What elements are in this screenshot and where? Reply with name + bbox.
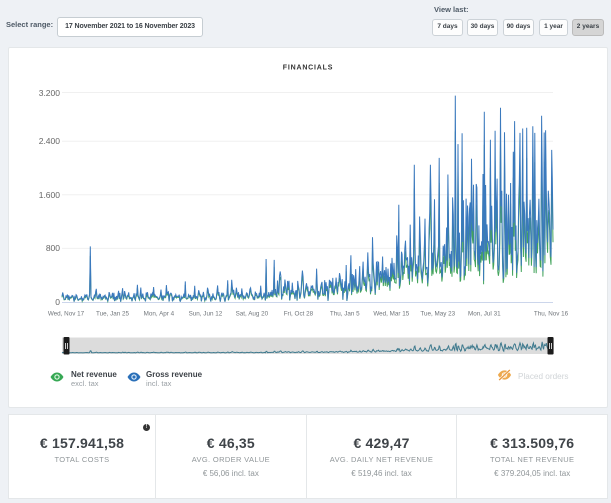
svg-text:Wed, Mar 15: Wed, Mar 15 (373, 311, 409, 318)
svg-text:Mon, Apr 4: Mon, Apr 4 (144, 311, 175, 318)
svg-text:0: 0 (55, 297, 60, 307)
svg-text:Sat, Aug 20: Sat, Aug 20 (236, 311, 269, 318)
svg-text:Sun, Jun 12: Sun, Jun 12 (189, 311, 223, 318)
svg-text:Mon, Jul 31: Mon, Jul 31 (468, 311, 501, 318)
svg-text:FINANCIALS: FINANCIALS (283, 65, 333, 72)
svg-text:1.600: 1.600 (39, 190, 61, 200)
svg-text:Thu, Jan 5: Thu, Jan 5 (330, 311, 360, 318)
svg-text:Wed, Nov 17: Wed, Nov 17 (48, 311, 85, 318)
svg-text:Fri, Oct 28: Fri, Oct 28 (284, 311, 314, 318)
svg-text:Thu, Nov 16: Thu, Nov 16 (534, 311, 569, 318)
svg-text:3.200: 3.200 (39, 88, 61, 98)
svg-text:Tue, Jan 25: Tue, Jan 25 (96, 311, 130, 318)
svg-text:Tue, May 23: Tue, May 23 (420, 311, 455, 318)
svg-text:800: 800 (46, 243, 60, 253)
svg-text:2.400: 2.400 (39, 136, 61, 146)
